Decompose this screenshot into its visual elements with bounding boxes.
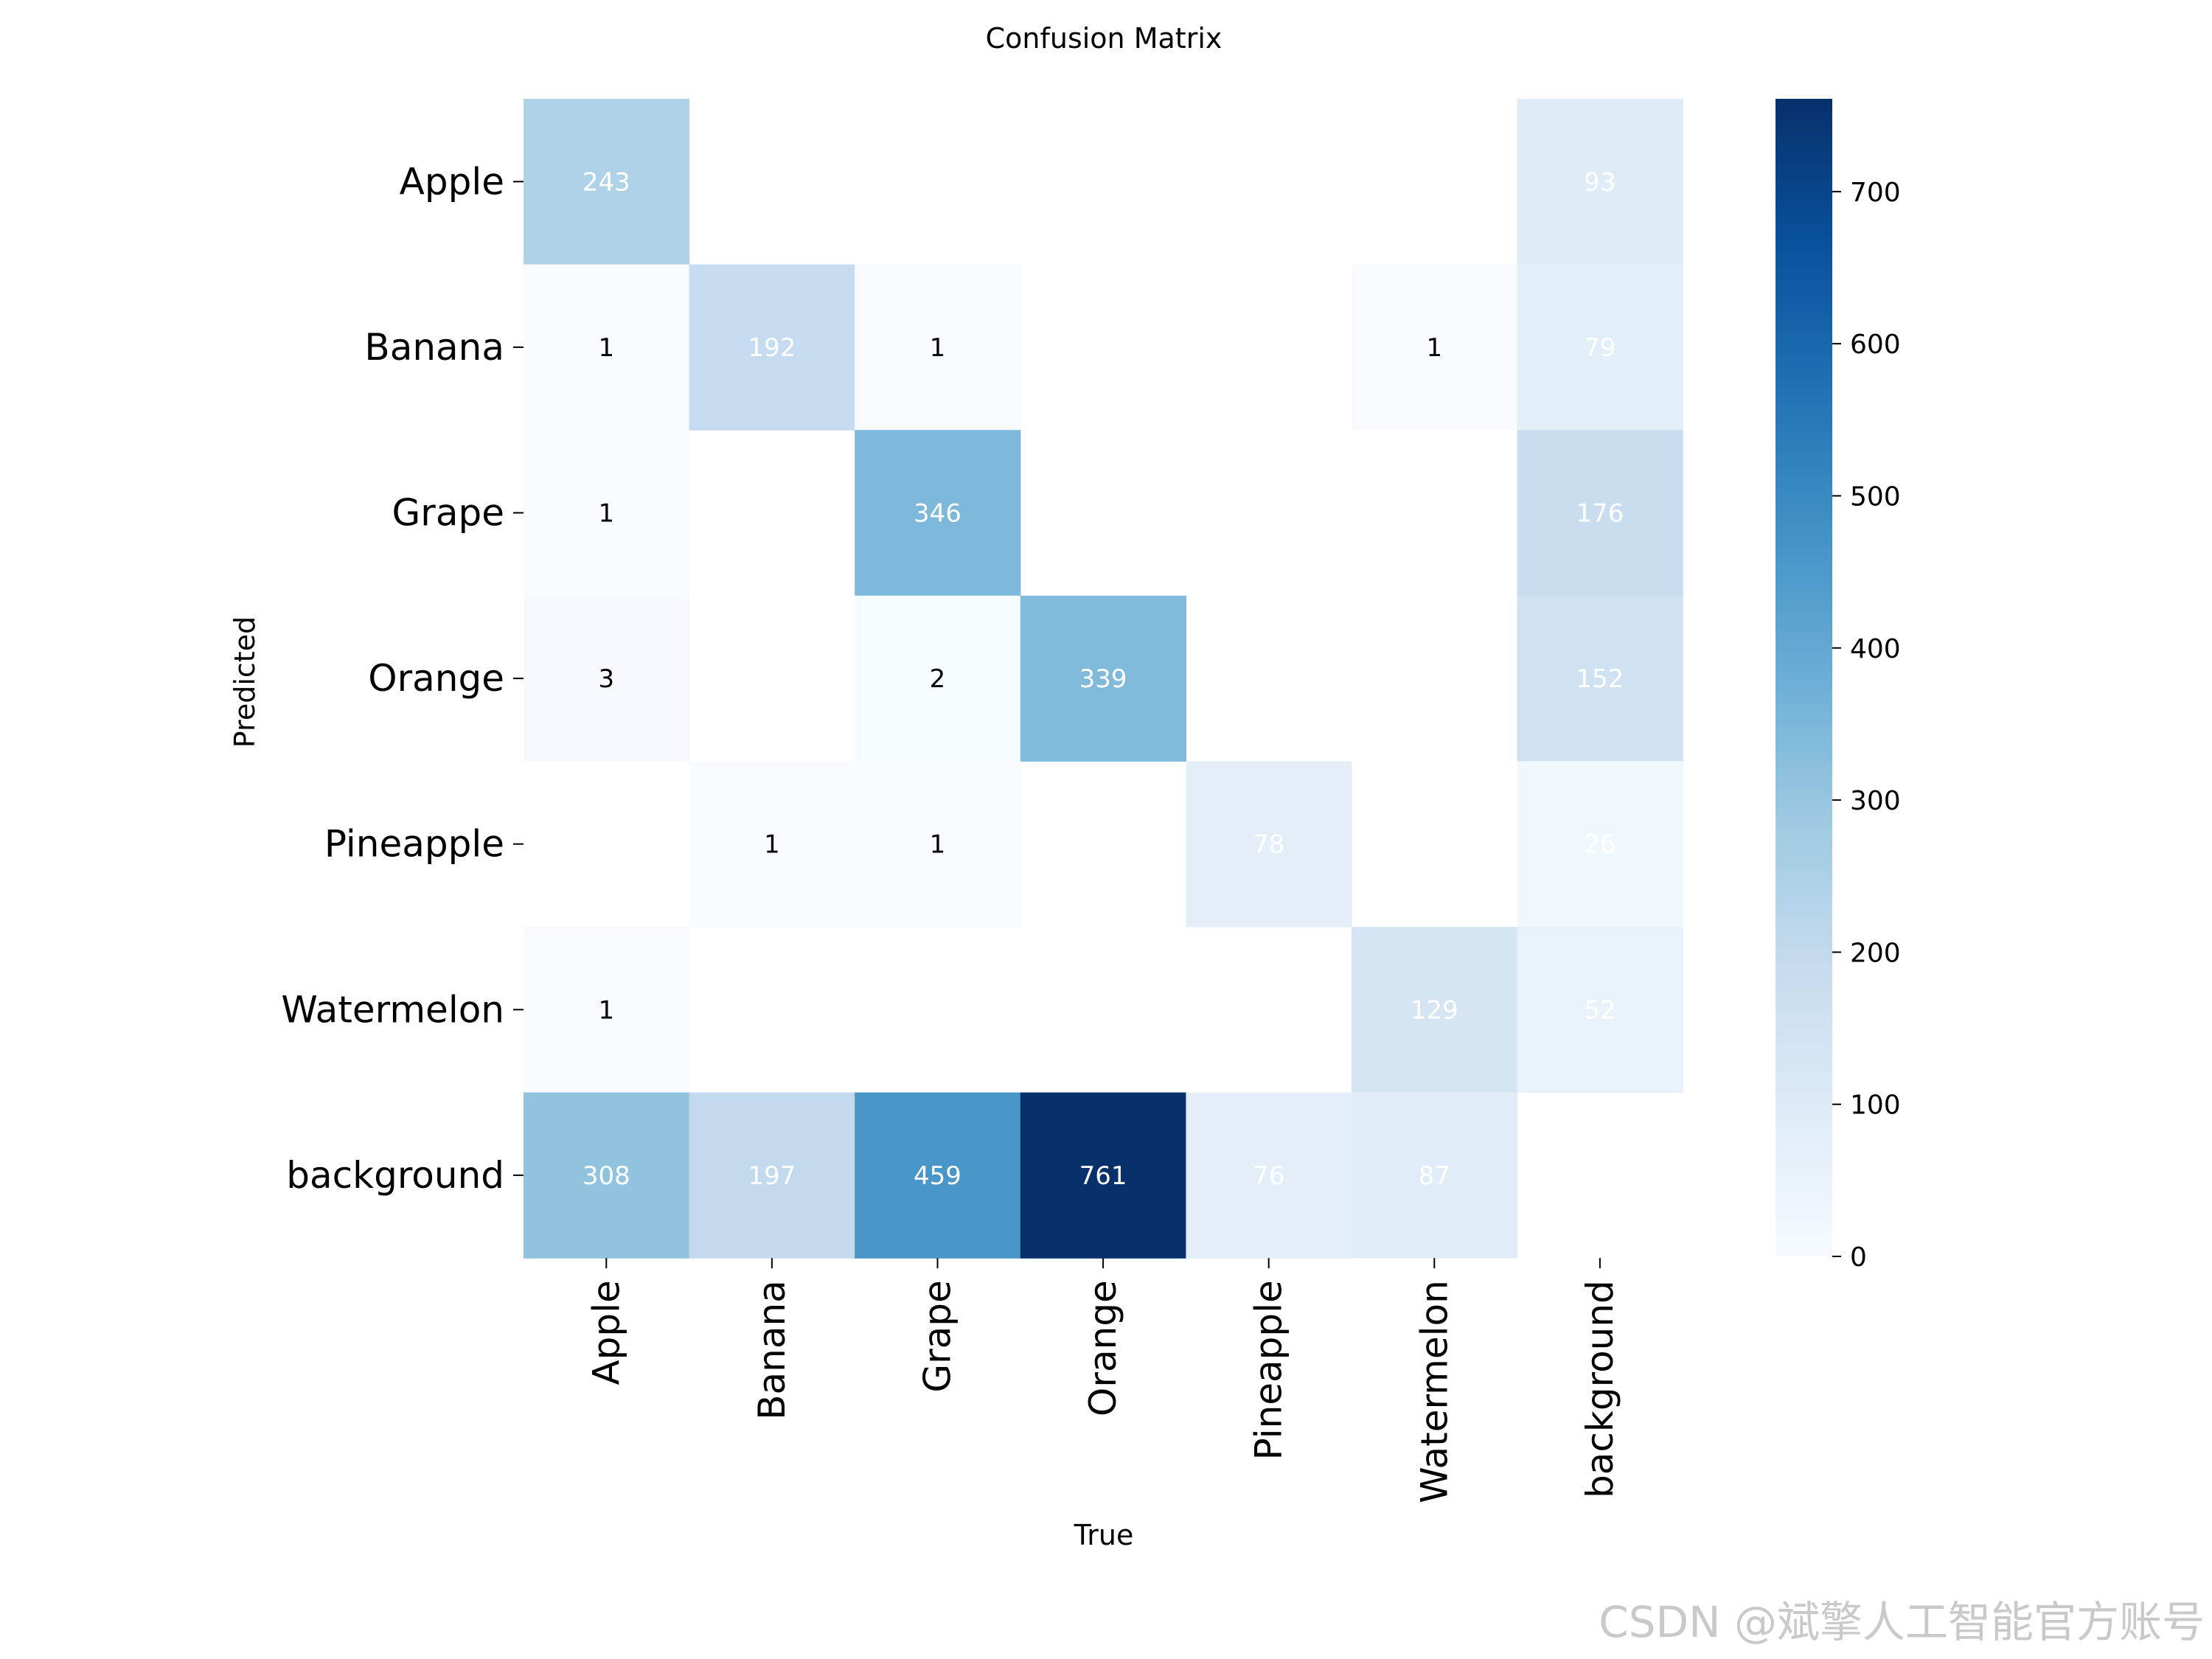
colorbar-tick-label: 500 <box>1850 481 1901 512</box>
heatmap-cell <box>1517 99 1683 265</box>
heatmap-cell <box>689 761 855 928</box>
x-tick-label: background <box>1579 1280 1621 1498</box>
heatmap-cell <box>689 264 855 431</box>
colorbar-tick-label: 400 <box>1850 634 1901 664</box>
heatmap-cell <box>855 264 1021 431</box>
x-axis-label: True <box>1074 1519 1134 1551</box>
y-tick-label: Apple <box>400 160 504 203</box>
cell-value-label: 308 <box>582 1161 630 1191</box>
y-tick-label: background <box>286 1154 504 1197</box>
colorbar-tick-label: 300 <box>1850 786 1901 816</box>
y-tick-label: Watermelon <box>281 988 504 1031</box>
heatmap-cell <box>855 761 1021 928</box>
cell-value-label: 1 <box>598 333 614 363</box>
heatmap-cell <box>1517 430 1683 597</box>
x-tick-label: Apple <box>585 1280 627 1385</box>
cell-value-label: 26 <box>1584 830 1615 860</box>
x-tick-label: Banana <box>751 1280 793 1420</box>
y-tick-label: Orange <box>368 657 504 700</box>
x-tick-label: Grape <box>917 1280 959 1392</box>
cell-value-label: 87 <box>1419 1161 1450 1191</box>
cell-value-label: 2 <box>930 664 946 694</box>
cell-value-label: 52 <box>1584 995 1615 1025</box>
colorbar-tick-label: 200 <box>1850 938 1901 968</box>
x-axis-ticks: Apple Banana Grape Orange Pineapple Watermelo… <box>585 1258 1621 1503</box>
y-tick-label: Grape <box>392 492 504 535</box>
colorbar-tick-label: 100 <box>1850 1091 1901 1121</box>
heatmap-cell <box>855 595 1021 762</box>
cell-value-label: 79 <box>1584 333 1615 363</box>
heatmap-cell <box>1186 1092 1352 1259</box>
cell-value-label: 76 <box>1253 1161 1284 1191</box>
heatmap-cell <box>524 595 690 762</box>
y-tick-label: Pineapple <box>324 823 504 866</box>
x-tick-label: Orange <box>1082 1280 1124 1416</box>
heatmap-cell <box>524 99 690 265</box>
heatmap-cells: 243 93 1 192 1 1 79 1 346 176 3 2 339 152 1 1 78 26 1 129 52… <box>524 99 1683 1259</box>
x-tick-label: Pineapple <box>1248 1280 1290 1460</box>
cell-value-label: 761 <box>1079 1161 1127 1191</box>
heatmap-cell <box>524 1092 690 1259</box>
cell-value-label: 192 <box>748 333 796 363</box>
cell-value-label: 243 <box>582 167 630 197</box>
heatmap-cell <box>524 264 690 431</box>
colorbar-ticks: 0 100 200 300 400 500 600 700 <box>1832 178 1901 1273</box>
cell-value-label: 1 <box>930 830 946 860</box>
y-axis-label: Predicted <box>229 616 261 748</box>
heatmap-cell <box>524 430 690 597</box>
heatmap-cell <box>1186 761 1352 928</box>
heatmap-cell <box>1517 761 1683 928</box>
y-axis-ticks: Apple Banana Grape Orange Pineapple Watermelo… <box>281 160 524 1197</box>
cell-value-label: 459 <box>914 1161 961 1191</box>
cell-value-label: 1 <box>930 333 946 363</box>
cell-value-label: 3 <box>598 664 614 694</box>
cell-value-label: 93 <box>1584 167 1615 197</box>
cell-value-label: 176 <box>1576 499 1624 529</box>
cell-value-label: 129 <box>1411 995 1458 1025</box>
cell-value-label: 339 <box>1079 664 1127 694</box>
cell-value-label: 1 <box>1426 333 1442 363</box>
cell-value-label: 1 <box>764 830 780 860</box>
heatmap-cell <box>855 1092 1021 1259</box>
cell-value-label: 78 <box>1253 830 1284 860</box>
cell-value-label: 346 <box>914 499 961 529</box>
cell-value-label: 1 <box>598 995 614 1025</box>
colorbar-tick-label: 0 <box>1850 1242 1867 1273</box>
y-tick-label: Banana <box>364 326 504 369</box>
colorbar <box>1775 99 1832 1256</box>
heatmap-cell <box>1020 595 1186 762</box>
cell-value-label: 152 <box>1576 664 1624 694</box>
heatmap-cell <box>1020 1092 1186 1259</box>
heatmap-cell <box>1517 595 1683 762</box>
cell-value-label: 197 <box>748 1161 796 1191</box>
heatmap-cell <box>1517 927 1683 1093</box>
chart-title: Confusion Matrix <box>986 22 1222 55</box>
cell-value-label: 1 <box>598 499 614 529</box>
heatmap-cell <box>1352 927 1518 1093</box>
watermark: CSDN @斌擎人工智能官方账号 <box>1599 1597 2205 1647</box>
heatmap-cell <box>1352 264 1518 431</box>
colorbar-tick-label: 700 <box>1850 178 1901 208</box>
heatmap-cell <box>1517 264 1683 431</box>
colorbar-tick-label: 600 <box>1850 330 1901 360</box>
heatmap-cell <box>855 430 1021 597</box>
heatmap-cell <box>524 927 690 1093</box>
x-tick-label: Watermelon <box>1413 1280 1455 1503</box>
heatmap-cell <box>689 1092 855 1259</box>
heatmap-cell <box>1352 1092 1518 1259</box>
